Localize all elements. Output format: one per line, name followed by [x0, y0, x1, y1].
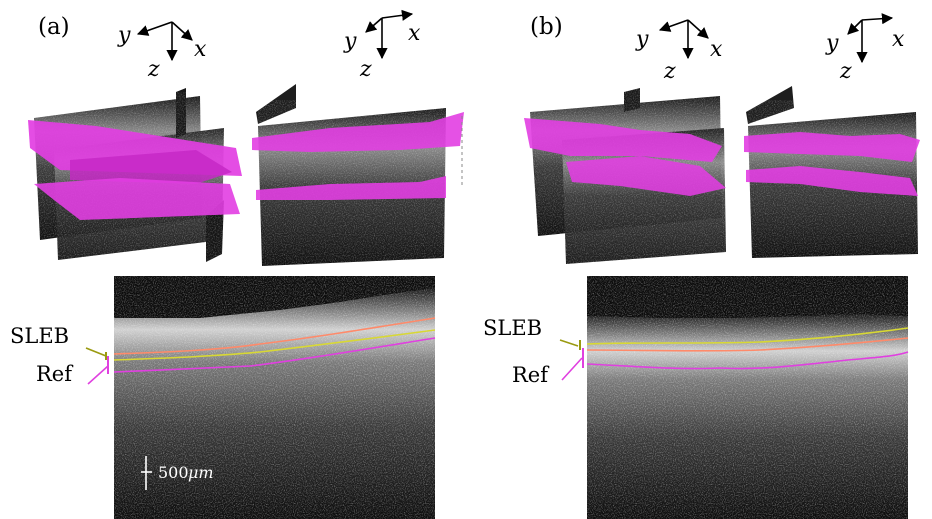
axis-y-label: y — [825, 31, 839, 56]
axis-x-arrow — [687, 19, 709, 39]
sleb-label: SLEB — [483, 316, 542, 340]
sleb-pointer — [85, 347, 107, 357]
axis-y-label: y — [343, 29, 357, 54]
bscan-speckle — [114, 276, 435, 519]
axes-triad-b2: y x z — [825, 13, 905, 84]
ref-label: Ref — [512, 363, 550, 387]
oct-volume-b1 — [524, 88, 728, 266]
axis-x-arrow — [171, 21, 193, 41]
axes-triad-a1: y x z — [117, 21, 207, 82]
axis-x-arrow — [861, 13, 894, 25]
ref-label: Ref — [36, 362, 74, 386]
axis-y-arrow — [365, 17, 383, 33]
axis-y-arrow — [136, 21, 173, 36]
axis-y-arrow — [658, 19, 689, 32]
axis-z-label: z — [359, 57, 372, 82]
sleb-surface-line — [586, 337, 909, 352]
bscan-b — [586, 276, 909, 519]
axis-x-label: x — [408, 21, 421, 46]
axes-triad-b1: y x z — [635, 19, 723, 84]
sleb-pointer — [559, 339, 579, 347]
axis-z-label: z — [839, 59, 852, 84]
ref-pointer — [87, 365, 109, 385]
boundary-surface — [256, 176, 446, 200]
axis-x-label: x — [710, 37, 723, 62]
boundary-surface — [70, 150, 232, 184]
axis-z-label: z — [663, 59, 676, 84]
boundary-surface — [746, 166, 918, 196]
scale-bar: 500 μm — [141, 456, 214, 490]
panel-a-label: (a) — [38, 14, 70, 40]
ref-pointer — [561, 357, 583, 381]
oct-volume-b2 — [744, 86, 920, 260]
bscan-a: 500 μm — [113, 276, 436, 519]
sleb-boundary-line — [586, 327, 909, 345]
axis-z-label: z — [147, 57, 160, 82]
oct-volume-a2 — [252, 84, 464, 266]
boundary-surface — [744, 132, 920, 162]
axis-x-label: x — [194, 37, 207, 62]
boundary-surface — [34, 178, 240, 220]
boundary-surface — [524, 118, 722, 162]
ref-boundary-line — [113, 337, 436, 373]
scale-bar-value: 500 — [158, 463, 189, 482]
axis-x-arrow — [381, 9, 414, 21]
sleb-surface-line — [113, 317, 436, 355]
ref-boundary-line — [586, 351, 909, 370]
panel-b-label: (b) — [530, 14, 563, 40]
panel-b: (b) y x z y x z — [483, 13, 920, 519]
oct-volume-a1 — [28, 88, 242, 262]
axis-x-label: x — [892, 27, 905, 52]
axis-y-label: y — [117, 23, 131, 48]
bscan-speckle — [587, 276, 908, 519]
boundary-surface — [566, 156, 726, 196]
axis-y-label: y — [635, 27, 649, 52]
scale-bar-unit: μm — [188, 463, 214, 482]
axes-triad-a2: y x z — [343, 9, 421, 82]
sleb-label: SLEB — [10, 324, 69, 348]
panel-a: (a) y x z y x z — [10, 9, 464, 519]
axis-y-arrow — [847, 19, 863, 35]
boundary-surface — [252, 112, 464, 152]
sleb-boundary-line — [113, 329, 436, 361]
